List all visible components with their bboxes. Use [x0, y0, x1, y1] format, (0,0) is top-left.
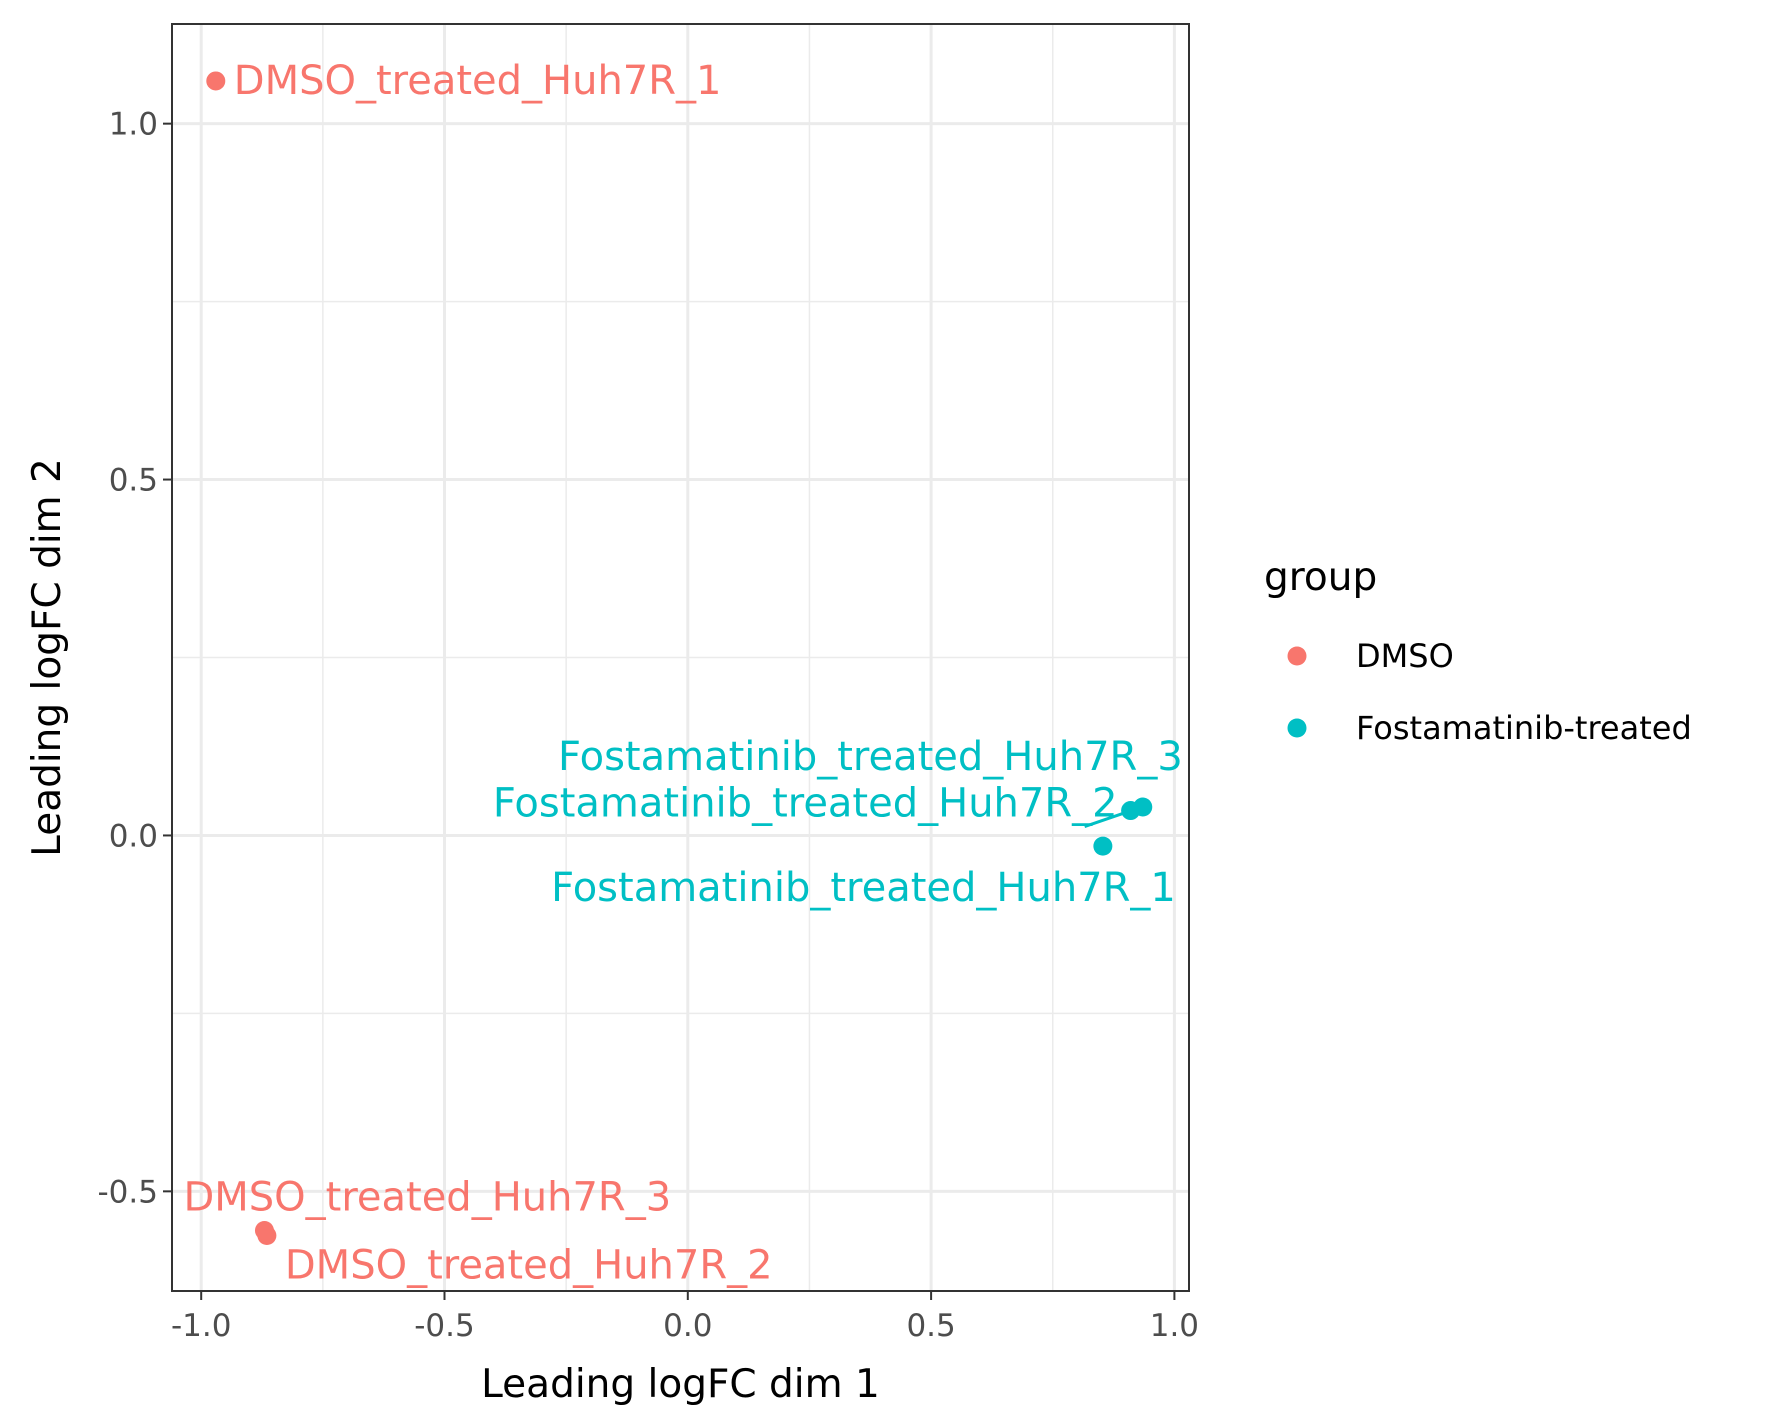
x-tick-label: 1.0: [1150, 1308, 1199, 1344]
point-label: Fostamatinib_treated_Huh7R_3: [558, 734, 1183, 780]
point-label: DMSO_treated_Huh7R_1: [234, 58, 722, 104]
point-label: Fostamatinib_treated_Huh7R_1: [551, 865, 1176, 911]
x-axis-title: Leading logFC dim 1: [481, 1362, 880, 1407]
legend-label: DMSO: [1356, 637, 1454, 675]
data-point: [1093, 836, 1113, 856]
x-tick-label: 0.0: [663, 1308, 712, 1344]
minor-grid: [172, 24, 1189, 1291]
point-labels: DMSO_treated_Huh7R_1 DMSO_treated_Huh7R_2…: [183, 58, 1182, 1289]
x-tick-label: -1.0: [171, 1308, 232, 1344]
legend-entries: DMSO Fostamatinib-treated: [1287, 637, 1692, 747]
legend: group DMSO Fostamatinib-treated: [1264, 555, 1692, 747]
legend-label: Fostamatinib-treated: [1356, 709, 1692, 747]
y-axis: -0.5 0.0 0.5 1.0: [98, 107, 172, 1210]
point-label: DMSO_treated_Huh7R_2: [285, 1242, 773, 1288]
legend-key: [1287, 718, 1307, 738]
y-axis-title: Leading logFC dim 2: [25, 458, 70, 857]
major-grid: [172, 24, 1189, 1291]
x-tick-label: 0.5: [906, 1308, 955, 1344]
y-tick-label: 1.0: [109, 107, 158, 143]
data-points: [206, 71, 1153, 1245]
point-label: Fostamatinib_treated_Huh7R_2: [493, 781, 1118, 827]
y-tick-label: 0.0: [109, 818, 158, 854]
data-point: [206, 71, 226, 91]
label-connector: [1084, 812, 1124, 828]
plot-panel-border: [171, 23, 1190, 1292]
data-point: [254, 1220, 274, 1240]
data-point: [1133, 797, 1153, 817]
y-tick-label: 0.5: [109, 463, 158, 499]
legend-key: [1287, 646, 1307, 666]
y-tick-label: -0.5: [98, 1174, 159, 1210]
x-axis: -1.0 -0.5 0.0 0.5 1.0: [171, 1291, 1199, 1344]
label-connectors: [1084, 812, 1124, 828]
legend-title: group: [1264, 555, 1377, 600]
x-tick-label: -0.5: [414, 1308, 475, 1344]
point-label: DMSO_treated_Huh7R_3: [183, 1174, 671, 1220]
